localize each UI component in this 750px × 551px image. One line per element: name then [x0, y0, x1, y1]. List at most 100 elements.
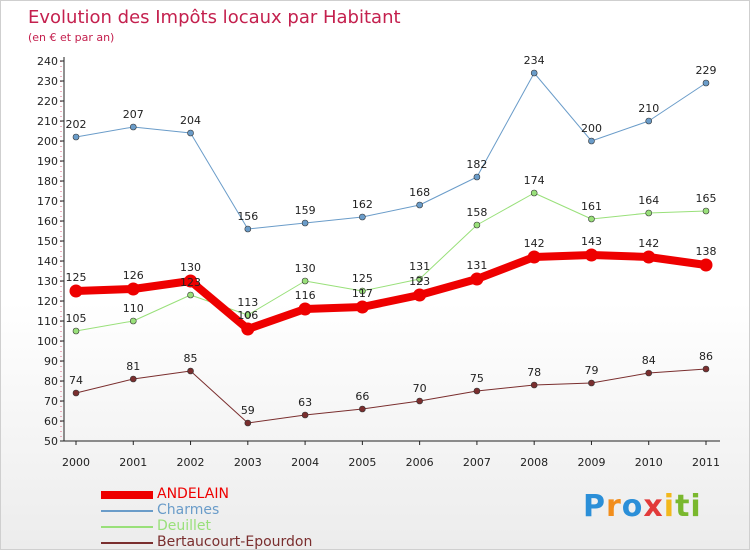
- legend-label: Bertaucourt-Epourdon: [157, 535, 312, 550]
- data-point: [188, 292, 194, 298]
- y-tick-label: 220: [37, 95, 58, 108]
- data-label: 164: [638, 194, 659, 207]
- y-tick-label: 100: [37, 335, 58, 348]
- data-label: 59: [241, 404, 255, 417]
- data-label: 66: [355, 390, 369, 403]
- data-point: [700, 259, 713, 272]
- data-label: 86: [699, 350, 713, 363]
- data-label: 79: [584, 364, 598, 377]
- data-point: [642, 251, 655, 264]
- data-point: [188, 130, 194, 136]
- y-tick-label: 130: [37, 275, 58, 288]
- series-line: [76, 193, 706, 331]
- data-label: 126: [123, 269, 144, 282]
- data-point: [474, 222, 480, 228]
- y-tick-label: 190: [37, 155, 58, 168]
- data-label: 105: [66, 312, 87, 325]
- x-tick-label: 2003: [234, 456, 262, 469]
- data-point: [188, 368, 194, 374]
- data-point: [299, 303, 312, 316]
- x-tick-label: 2010: [635, 456, 663, 469]
- data-label: 81: [126, 360, 140, 373]
- series-charmes: [73, 70, 709, 232]
- data-label: 130: [180, 261, 201, 274]
- data-point: [302, 278, 308, 284]
- data-label: 159: [295, 204, 316, 217]
- y-tick-label: 240: [37, 55, 58, 68]
- data-point: [470, 273, 483, 286]
- series-line: [76, 73, 706, 229]
- data-label: 234: [524, 54, 545, 67]
- data-label: 161: [581, 200, 602, 213]
- legend-swatch: [101, 510, 153, 512]
- series-line: [76, 255, 706, 329]
- logo-letter: ti: [675, 489, 702, 524]
- data-point: [73, 328, 79, 334]
- data-point: [703, 208, 709, 214]
- data-point: [417, 202, 423, 208]
- data-point: [528, 251, 541, 264]
- data-point: [531, 382, 537, 388]
- y-tick-label: 140: [37, 255, 58, 268]
- data-label: 158: [466, 206, 487, 219]
- x-tick-label: 2009: [577, 456, 605, 469]
- series-deuillet: [73, 190, 709, 334]
- x-tick-label: 2002: [177, 456, 205, 469]
- y-tick-label: 90: [44, 355, 58, 368]
- y-tick-label: 160: [37, 215, 58, 228]
- data-point: [417, 398, 423, 404]
- series-andelain: [70, 249, 713, 336]
- data-label: 117: [352, 287, 373, 300]
- data-label: 125: [352, 272, 373, 285]
- series-bertaucourt-epourdon: [73, 366, 709, 426]
- y-tick-label: 110: [37, 315, 58, 328]
- data-label: 142: [638, 237, 659, 250]
- legend-swatch: [101, 526, 153, 528]
- data-label: 78: [527, 366, 541, 379]
- data-point: [356, 301, 369, 314]
- data-label: 125: [66, 271, 87, 284]
- series-layer: [70, 70, 713, 426]
- data-label: 123: [180, 276, 201, 289]
- y-tick-label: 210: [37, 115, 58, 128]
- y-tick-label: 200: [37, 135, 58, 148]
- data-label: 131: [466, 259, 487, 272]
- data-label: 200: [581, 122, 602, 135]
- data-point: [646, 118, 652, 124]
- data-point: [73, 390, 79, 396]
- y-tick-label: 150: [37, 235, 58, 248]
- data-point: [359, 406, 365, 412]
- data-point: [703, 80, 709, 86]
- legend-swatch: [101, 542, 153, 544]
- logo-letter: x: [643, 489, 663, 524]
- data-point: [413, 289, 426, 302]
- data-labels-layer: 125 126 130 106 116 117 123 131 142 143 142 138 202 2…: [66, 54, 717, 417]
- data-label: 156: [237, 210, 258, 223]
- data-point: [646, 370, 652, 376]
- x-tick-label: 2008: [520, 456, 548, 469]
- data-label: 204: [180, 114, 201, 127]
- data-label: 229: [696, 64, 717, 77]
- data-label: 202: [66, 118, 87, 131]
- logo-letter: P: [583, 489, 606, 524]
- data-point: [127, 283, 140, 296]
- y-tick-label: 230: [37, 75, 58, 88]
- data-label: 110: [123, 302, 144, 315]
- legend-swatch: [101, 491, 153, 499]
- data-label: 174: [524, 174, 545, 187]
- data-label: 123: [409, 275, 430, 288]
- y-tick-label: 80: [44, 375, 58, 388]
- series-line: [76, 369, 706, 423]
- chart-frame: Evolution des Impôts locaux par Habitant…: [0, 0, 750, 550]
- x-tick-label: 2011: [692, 456, 720, 469]
- data-label: 142: [524, 237, 545, 250]
- data-label: 162: [352, 198, 373, 211]
- data-label: 182: [466, 158, 487, 171]
- data-point: [302, 220, 308, 226]
- data-point: [646, 210, 652, 216]
- y-tick-label: 70: [44, 395, 58, 408]
- data-label: 84: [642, 354, 656, 367]
- data-label: 74: [69, 374, 83, 387]
- data-label: 130: [295, 262, 316, 275]
- data-label: 113: [237, 296, 258, 309]
